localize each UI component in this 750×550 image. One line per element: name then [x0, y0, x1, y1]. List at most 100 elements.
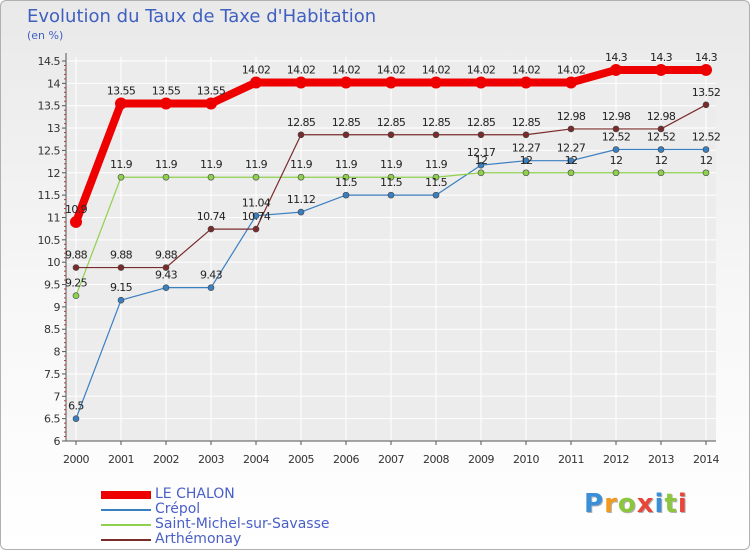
data-label: 12.85 [422, 116, 451, 129]
unit-label: (en %) [27, 29, 64, 42]
data-label: 12.52 [692, 131, 721, 144]
x-tick-label: 2003 [198, 453, 224, 466]
data-label: 12.17 [467, 146, 496, 159]
data-label: 12.85 [467, 116, 496, 129]
data-point [72, 415, 80, 422]
logo-letter: t [664, 489, 678, 519]
data-point [567, 125, 575, 133]
x-tick-label: 2002 [153, 453, 179, 466]
logo-letter: o [617, 489, 637, 519]
y-tick-label: 11.5 [38, 189, 61, 202]
x-tick-label: 2008 [423, 453, 449, 466]
data-label: 11.9 [290, 158, 313, 171]
legend-swatch [101, 509, 151, 511]
y-tick-label: 14.5 [38, 55, 61, 68]
data-label: 12.27 [557, 142, 586, 155]
data-point [655, 63, 667, 76]
y-tick-label: 9 [54, 301, 61, 314]
data-point [162, 284, 170, 291]
data-point [477, 161, 485, 169]
y-tick-label: 9.5 [44, 279, 60, 292]
data-label: 12 [700, 154, 713, 167]
data-point [387, 191, 395, 199]
legend-label: Arthémonay [155, 531, 242, 547]
data-point [612, 125, 620, 133]
legend-swatch [101, 539, 151, 541]
y-tick-label: 14 [47, 77, 60, 90]
data-point [252, 212, 260, 219]
data-point [567, 157, 575, 164]
data-label: 9.88 [65, 249, 88, 262]
y-tick-label: 11 [47, 211, 60, 224]
data-label: 12.85 [512, 116, 541, 129]
y-tick-label: 7.5 [44, 368, 60, 381]
data-label: 9.43 [155, 269, 178, 282]
x-tick-label: 2007 [378, 453, 404, 466]
y-tick-label: 6 [54, 435, 61, 448]
data-label: 14.3 [650, 51, 673, 64]
data-point [117, 173, 125, 181]
x-tick-label: 2010 [513, 453, 539, 466]
data-label: 13.55 [197, 84, 226, 97]
data-point [297, 131, 305, 139]
data-point [567, 169, 575, 177]
data-point [522, 169, 530, 177]
data-label: 9.88 [155, 249, 178, 262]
data-label: 14.02 [512, 63, 541, 76]
data-point [387, 173, 395, 181]
data-point [297, 173, 305, 181]
chart-title: Evolution du Taux de Taxe d'Habitation [27, 6, 377, 27]
x-tick-label: 2009 [468, 453, 494, 466]
data-label: 11.9 [155, 158, 178, 171]
data-point [477, 169, 485, 177]
data-point [657, 125, 665, 133]
data-point [385, 76, 397, 89]
data-point [522, 131, 530, 139]
data-point [610, 63, 622, 76]
data-label: 11.12 [287, 193, 316, 206]
data-point [70, 215, 82, 228]
data-point [250, 76, 262, 89]
data-point [252, 225, 260, 233]
y-tick-label: 13.5 [38, 100, 61, 113]
data-point [477, 131, 485, 139]
data-label: 14.3 [605, 51, 628, 64]
legend-swatch [101, 491, 151, 499]
data-point [297, 208, 305, 216]
data-label: 9.43 [200, 269, 223, 282]
data-label: 14.02 [287, 63, 316, 76]
data-point [117, 264, 125, 271]
data-point [207, 284, 215, 291]
y-tick-label: 10.5 [38, 234, 61, 247]
data-point [475, 76, 487, 89]
y-tick-label: 12 [47, 167, 60, 180]
data-label: 14.02 [332, 63, 361, 76]
data-label: 12 [475, 154, 488, 167]
y-tick-label: 7 [54, 390, 61, 403]
data-label: 9.88 [110, 249, 133, 262]
data-point [432, 173, 440, 181]
data-label: 13.55 [107, 84, 136, 97]
y-tick-label: 8 [54, 346, 61, 359]
data-point [342, 173, 350, 181]
data-label: 11.9 [245, 158, 268, 171]
data-point [205, 97, 217, 110]
data-label: 12 [610, 154, 623, 167]
data-label: 12.98 [647, 110, 676, 123]
data-point [117, 296, 125, 304]
data-label: 11.9 [425, 158, 448, 171]
data-point [72, 264, 80, 271]
logo-letter: P [584, 489, 605, 519]
data-point [700, 63, 712, 76]
data-label: 11.9 [380, 158, 403, 171]
data-label: 11.9 [335, 158, 358, 171]
data-label: 9.15 [110, 281, 133, 294]
data-point [252, 173, 260, 181]
data-label: 14.02 [557, 63, 586, 76]
data-label: 12.98 [557, 110, 586, 123]
data-point [160, 97, 172, 110]
data-point [657, 169, 665, 177]
data-point [430, 76, 442, 89]
data-label: 12.85 [287, 116, 316, 129]
